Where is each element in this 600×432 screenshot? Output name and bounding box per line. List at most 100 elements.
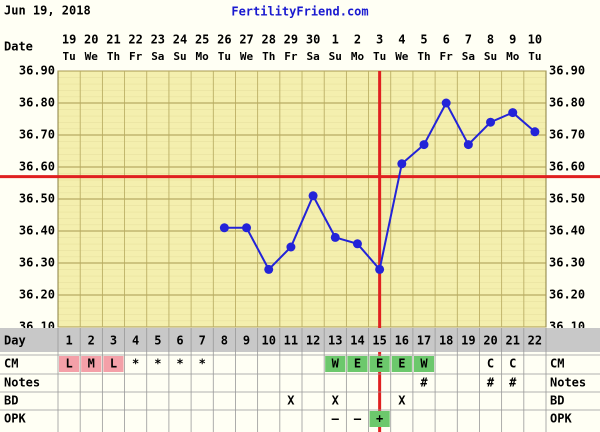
- cell-text: *: [154, 357, 161, 371]
- date-label: 8: [487, 33, 494, 47]
- cell-text: X: [332, 394, 340, 408]
- cell-text: *: [132, 357, 139, 371]
- weekday-label: Tu: [218, 50, 231, 63]
- temperature-point: [397, 159, 407, 169]
- date-label: 1: [332, 33, 339, 47]
- cell-text: E: [354, 357, 361, 371]
- cycle-day: 15: [372, 334, 386, 348]
- date-label: 25: [195, 33, 209, 47]
- date-label: 7: [465, 33, 472, 47]
- row-label: Notes: [4, 376, 40, 390]
- temperature-point: [330, 232, 340, 242]
- cell-fill: [81, 356, 102, 372]
- day-row: [0, 328, 600, 352]
- cell-fill: [59, 356, 80, 372]
- y-tick-label-right: 36.80: [549, 96, 585, 110]
- cycle-day: 1: [65, 334, 72, 348]
- row-label-right: OPK: [550, 412, 572, 426]
- date-label: 24: [173, 33, 187, 47]
- y-tick-label: 36.70: [19, 128, 55, 142]
- date-label: 2: [354, 33, 361, 47]
- date-label: 9: [509, 33, 516, 47]
- cell-fill: [103, 356, 124, 372]
- cycle-day: 17: [417, 334, 431, 348]
- cycle-day: 8: [221, 334, 228, 348]
- weekday-label: Su: [484, 50, 497, 63]
- temperature-point: [286, 242, 296, 252]
- date-label: 3: [376, 33, 383, 47]
- cycle-day: 13: [328, 334, 342, 348]
- date-label: 20: [84, 33, 98, 47]
- cell-text: #: [420, 376, 428, 390]
- cell-text: E: [376, 357, 383, 371]
- weekday-label: Tu: [62, 50, 75, 63]
- row-label-right: Notes: [550, 376, 586, 390]
- y-tick-label-right: 36.40: [549, 224, 585, 238]
- temperature-point: [219, 223, 229, 233]
- weekday-label: Sa: [306, 50, 319, 63]
- cycle-day: 9: [243, 334, 250, 348]
- weekday-label: Mo: [506, 50, 520, 63]
- cycle-day: 12: [306, 334, 320, 348]
- row-label-right: CM: [550, 357, 564, 371]
- y-tick-label: 36.20: [19, 288, 55, 302]
- cycle-day: 10: [262, 334, 276, 348]
- temperature-point: [486, 117, 496, 127]
- weekday-label: Th: [107, 50, 120, 63]
- cycle-day: 14: [350, 334, 364, 348]
- weekday-label: Mo: [196, 50, 210, 63]
- temperature-point: [419, 140, 429, 150]
- cycle-day: 2: [88, 334, 95, 348]
- cycle-day: 11: [284, 334, 298, 348]
- cell-text: *: [176, 357, 183, 371]
- cycle-day: 22: [528, 334, 542, 348]
- cell-text: W: [332, 357, 340, 371]
- date-label: 28: [262, 33, 276, 47]
- cell-fill: [391, 356, 412, 372]
- y-tick-label: 36.30: [19, 256, 55, 270]
- cycle-day: 19: [461, 334, 475, 348]
- temperature-point: [530, 127, 540, 137]
- date-label: 27: [239, 33, 253, 47]
- date-label: 29: [284, 33, 298, 47]
- weekday-label: Tu: [373, 50, 386, 63]
- date-label: 5: [420, 33, 427, 47]
- y-tick-label-right: 36.60: [549, 160, 585, 174]
- cell-text: *: [199, 357, 206, 371]
- date-label: 26: [217, 33, 231, 47]
- cell-fill: [413, 356, 435, 372]
- site-name[interactable]: FertilityFriend.com: [231, 5, 368, 19]
- y-tick-label: 36.90: [19, 64, 55, 78]
- y-tick-label: 36.40: [19, 224, 55, 238]
- cell-text: L: [110, 357, 117, 371]
- weekday-label: Sa: [151, 50, 164, 63]
- weekday-label: Mo: [351, 50, 365, 63]
- header-date: Jun 19, 2018: [4, 4, 91, 18]
- cell-text: X: [398, 394, 406, 408]
- cell-text: –: [332, 412, 340, 426]
- date-label: 30: [306, 33, 320, 47]
- cell-text: L: [65, 357, 72, 371]
- weekday-label: Fr: [129, 50, 143, 63]
- cycle-day: 20: [483, 334, 497, 348]
- cell-fill: [347, 356, 368, 372]
- row-label: Day: [4, 334, 26, 348]
- cycle-day: 7: [199, 334, 206, 348]
- y-tick-label: 36.80: [19, 96, 55, 110]
- weekday-label: We: [85, 50, 99, 63]
- date-label: 19: [62, 33, 76, 47]
- weekday-label: We: [240, 50, 254, 63]
- weekday-label: Tu: [528, 50, 541, 63]
- weekday-label: We: [395, 50, 409, 63]
- weekday-label: Fr: [284, 50, 298, 63]
- row-label-right: BD: [550, 394, 564, 408]
- temperature-point: [242, 223, 252, 233]
- y-tick-label-right: 36.70: [549, 128, 585, 142]
- y-tick-label-right: 36.90: [549, 64, 585, 78]
- weekday-label: Fr: [440, 50, 454, 63]
- cycle-day: 21: [506, 334, 520, 348]
- cell-text: #: [509, 376, 517, 390]
- row-label: CM: [4, 357, 18, 371]
- cell-fill: [369, 411, 390, 427]
- temperature-point: [441, 98, 451, 108]
